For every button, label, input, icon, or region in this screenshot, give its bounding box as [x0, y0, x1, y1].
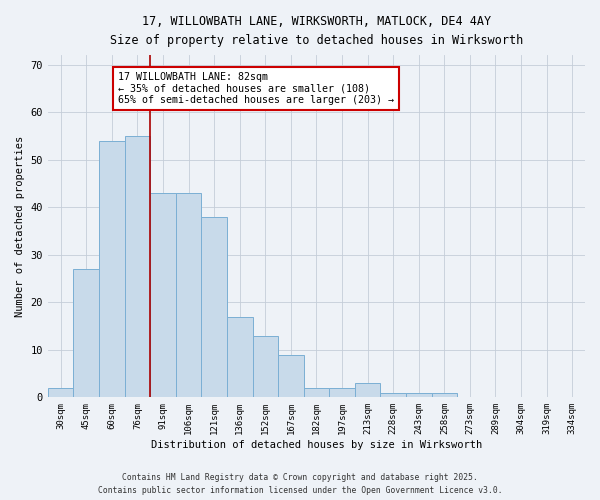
Bar [431, 392, 457, 398]
Title: 17, WILLOWBATH LANE, WIRKSWORTH, MATLOCK, DE4 4AY
Size of property relative to d: 17, WILLOWBATH LANE, WIRKSWORTH, MATLOCK… [110, 15, 523, 47]
Bar [355, 383, 380, 398]
Bar [48, 388, 73, 398]
Bar [406, 392, 431, 398]
Text: Contains HM Land Registry data © Crown copyright and database right 2025.
Contai: Contains HM Land Registry data © Crown c… [98, 474, 502, 495]
Bar [278, 354, 304, 398]
Bar [150, 193, 176, 398]
Bar [125, 136, 150, 398]
Bar [329, 388, 355, 398]
Bar [304, 388, 329, 398]
Bar [253, 336, 278, 398]
X-axis label: Distribution of detached houses by size in Wirksworth: Distribution of detached houses by size … [151, 440, 482, 450]
Bar [227, 316, 253, 398]
Bar [380, 392, 406, 398]
Bar [99, 140, 125, 398]
Y-axis label: Number of detached properties: Number of detached properties [15, 136, 25, 317]
Bar [202, 216, 227, 398]
Text: 17 WILLOWBATH LANE: 82sqm
← 35% of detached houses are smaller (108)
65% of semi: 17 WILLOWBATH LANE: 82sqm ← 35% of detac… [118, 72, 394, 106]
Bar [176, 193, 202, 398]
Bar [73, 269, 99, 398]
